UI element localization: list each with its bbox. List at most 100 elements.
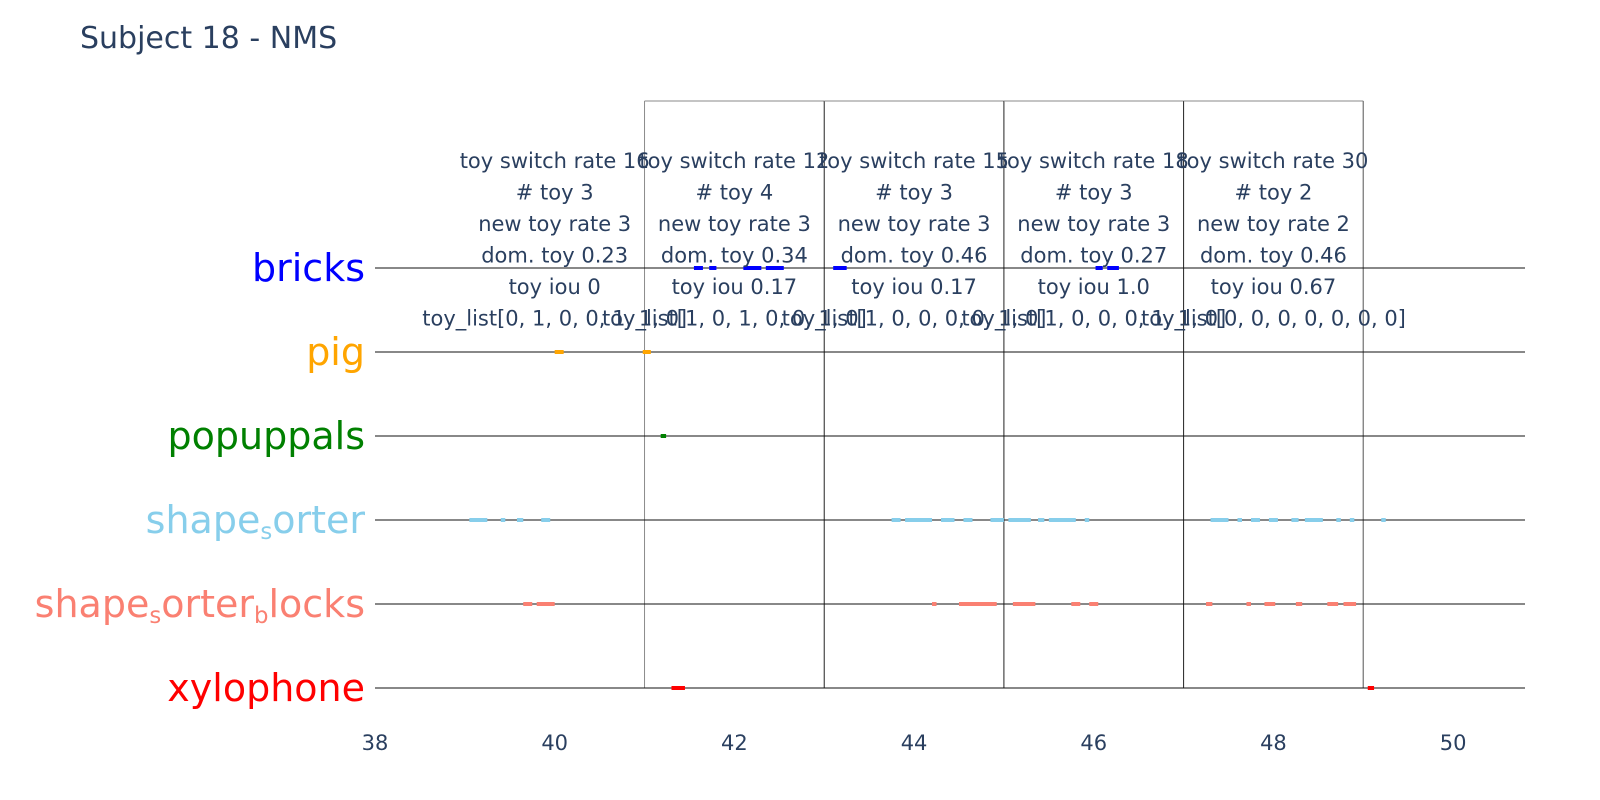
segment-shape_sorter_blocks (1089, 602, 1099, 606)
segment-shape_sorter (941, 518, 955, 522)
ylabel-pig: pig (306, 330, 365, 374)
segment-shape_sorter_blocks (523, 602, 533, 606)
segment-shape_sorter (963, 518, 973, 522)
segment-shape_sorter_blocks (536, 602, 555, 606)
segment-shape_sorter_blocks (1071, 602, 1081, 606)
annotation-line: dom. toy 0.27 (1020, 244, 1167, 268)
segment-pig (642, 350, 651, 354)
annotation-line: toy_list[0, 0, 0, 0, 0, 0, 0] (1141, 307, 1406, 332)
segment-shape_sorter (990, 518, 1004, 522)
segment-shape_sorter_blocks (1343, 602, 1357, 606)
segment-bricks (1107, 266, 1119, 270)
annotation-line: # toy 2 (1235, 181, 1313, 205)
ylabel-popuppals: popuppals (168, 414, 365, 458)
annotation-line: dom. toy 0.46 (1200, 244, 1347, 268)
annotation-line: toy iou 0.17 (851, 275, 977, 299)
annotation-line: new toy rate 3 (1017, 212, 1170, 236)
segment-shape_sorter_blocks (1246, 602, 1251, 606)
segment-shape_sorter (891, 518, 901, 522)
segment-shape_sorter_blocks (958, 602, 997, 606)
annotation-line: # toy 3 (1055, 181, 1133, 205)
annotation-line: # toy 4 (695, 181, 773, 205)
segment-shape_sorter (1349, 518, 1355, 522)
annotation-line: new toy rate 3 (838, 212, 991, 236)
window-box (1183, 100, 1364, 688)
segment-xylophone (671, 686, 685, 690)
segment-shape_sorter (1084, 518, 1090, 522)
window-annotations: toy switch rate 16 # toy 3 new toy rate 3 d… (422, 149, 1406, 332)
annotation-line: toy iou 0.17 (672, 275, 798, 299)
annotation-line: new toy rate 3 (478, 212, 631, 236)
annotation-line: toy switch rate 12 (639, 149, 829, 173)
activity-segments (469, 266, 1386, 690)
window-box (823, 100, 1004, 688)
annotation-line: toy switch rate 15 (819, 149, 1009, 173)
segment-popuppals (660, 434, 667, 438)
annotation-line: toy iou 0.67 (1211, 275, 1337, 299)
window-annotation: toy switch rate 18 # toy 3 new toy rate 3 d… (961, 149, 1226, 332)
segment-bricks (743, 266, 762, 270)
annotation-line: toy switch rate 30 (1178, 149, 1368, 173)
segment-bricks (709, 266, 717, 270)
segment-shape_sorter (500, 518, 506, 522)
segment-bricks (765, 266, 784, 270)
segment-shape_sorter_blocks (932, 602, 937, 606)
segment-shape_sorter (1381, 518, 1386, 522)
window-box (644, 100, 825, 688)
x-tick-label: 42 (721, 731, 748, 755)
x-tick-label: 50 (1440, 731, 1467, 755)
annotation-line: toy switch rate 16 (460, 149, 650, 173)
annotation-line: # toy 3 (875, 181, 953, 205)
row-lines (375, 267, 1525, 689)
annotation-line: new toy rate 3 (658, 212, 811, 236)
annotation-line: toy iou 1.0 (1038, 275, 1150, 299)
ylabel-xylophone: xylophone (167, 666, 365, 710)
x-tick-label: 48 (1260, 731, 1287, 755)
segment-shape_sorter (1268, 518, 1278, 522)
window-annotation: toy switch rate 12 # toy 4 new toy rate 3 d… (602, 149, 867, 332)
segment-shape_sorter (1048, 518, 1076, 522)
ylabel-shape_sorter_blocks: shapesorterblocks (35, 582, 365, 629)
x-tick-label: 38 (362, 731, 389, 755)
segment-shape_sorter (1038, 518, 1045, 522)
window-boxes (644, 100, 1364, 688)
annotation-line: dom. toy 0.34 (661, 244, 808, 268)
x-tick-label: 44 (901, 731, 928, 755)
segment-shape_sorter_blocks (1012, 602, 1036, 606)
segment-shape_sorter_blocks (1264, 602, 1276, 606)
segment-shape_sorter_blocks (1295, 602, 1303, 606)
annotation-line: toy_list[1, 0, 0, 0, 1, 1, 0] (961, 307, 1226, 332)
segment-shape_sorter (541, 518, 551, 522)
window-annotation: toy switch rate 15 # toy 3 new toy rate 3 d… (782, 149, 1047, 332)
segment-bricks (1095, 266, 1103, 270)
segment-shape_sorter (1291, 518, 1299, 522)
window-annotation: toy switch rate 16 # toy 3 new toy rate 3 d… (422, 149, 687, 332)
segment-shape_sorter (1008, 518, 1031, 522)
y-axis-labels: bricks pig popuppals shapesorter shapesorter… (35, 246, 366, 710)
segment-shape_sorter_blocks (1327, 602, 1339, 606)
segment-shape_sorter (516, 518, 524, 522)
ylabel-shape_sorter: shapesorter (146, 498, 366, 545)
annotation-line: toy switch rate 18 (999, 149, 1189, 173)
annotation-line: # toy 3 (516, 181, 594, 205)
segment-bricks (693, 266, 703, 270)
segment-bricks (833, 266, 847, 270)
annotation-line: dom. toy 0.23 (481, 244, 628, 268)
segment-xylophone (1367, 686, 1375, 690)
segment-shape_sorter (1210, 518, 1229, 522)
ylabel-bricks: bricks (252, 246, 365, 290)
x-axis-ticks: 38 40 42 44 46 48 50 (362, 731, 1467, 755)
annotation-line: toy_list[1, 0, 0, 0, 0, 1, 0] (782, 307, 1047, 332)
segment-shape_sorter (1237, 518, 1242, 522)
x-tick-label: 46 (1080, 731, 1107, 755)
annotation-line: new toy rate 2 (1197, 212, 1350, 236)
segment-pig (554, 350, 564, 354)
window-annotation: toy switch rate 30 # toy 2 new toy rate 2 d… (1141, 149, 1406, 332)
segment-shape_sorter (1250, 518, 1260, 522)
segment-shape_sorter (469, 518, 488, 522)
annotation-line: dom. toy 0.46 (841, 244, 988, 268)
annotation-line: toy_list[0, 1, 0, 0, 1, 1, 0] (422, 307, 687, 332)
annotation-line: toy iou 0 (509, 275, 601, 299)
segment-shape_sorter (1336, 518, 1341, 522)
